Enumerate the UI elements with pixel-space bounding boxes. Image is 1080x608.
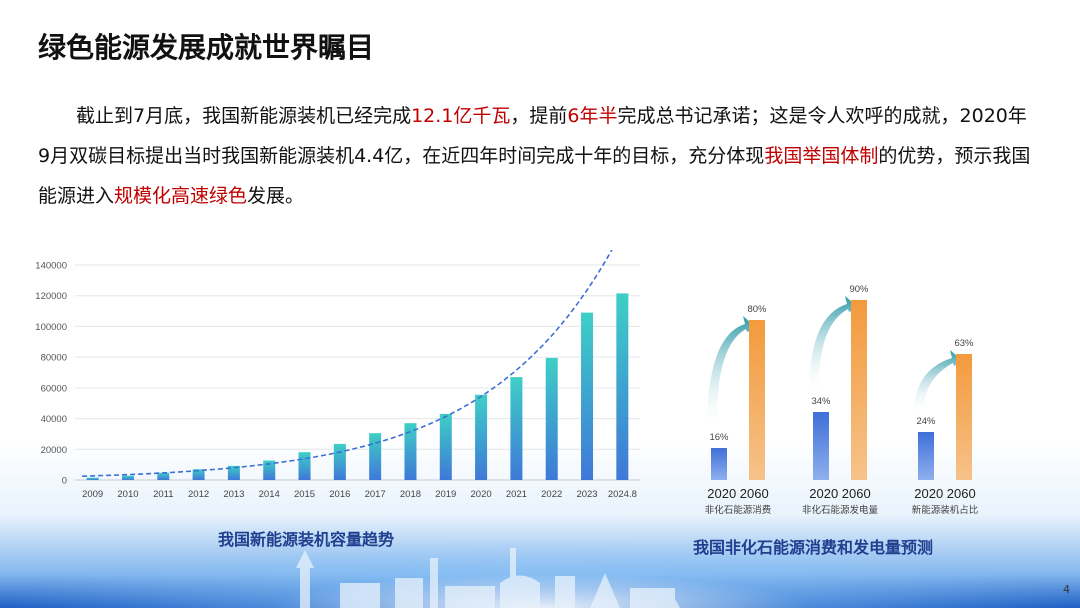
paragraph-text-4: 的优势，预示我国能源进入	[38, 145, 1031, 207]
x-tick-label: 2011	[153, 489, 173, 500]
y-tick-label: 20000	[41, 445, 67, 456]
y-tick-label: 0	[62, 476, 67, 487]
bar-2012	[192, 469, 205, 480]
year-labels: 2020 2060	[809, 486, 870, 501]
bar-2014	[263, 460, 276, 480]
year-labels: 2020 2060	[707, 486, 768, 501]
y-tick-label: 80000	[41, 353, 67, 364]
bar-2020	[475, 394, 488, 480]
forecast-chart-caption: 我国非化石能源消费和发电量预测	[693, 538, 934, 557]
bar-2015	[298, 452, 311, 480]
bar-2018	[404, 423, 417, 480]
x-tick-label: 2019	[435, 489, 456, 500]
bar-2020	[711, 448, 727, 480]
x-tick-label: 2015	[294, 489, 315, 500]
page-number: 4	[1063, 583, 1070, 596]
year-labels: 2020 2060	[914, 486, 975, 501]
value-label: 16%	[709, 432, 729, 443]
paragraph-text-3: 完成总书记承诺；这是令人欢呼的成就，2020年9月双碳目标提出当时我国新能源装机…	[38, 105, 1027, 167]
value-label: 80%	[747, 304, 767, 315]
value-label: 24%	[916, 416, 936, 427]
x-tick-label: 2013	[223, 489, 244, 500]
x-tick-label: 2022	[541, 489, 562, 500]
x-tick-label: 2009	[82, 489, 103, 500]
paragraph-text-5: 发展。	[247, 185, 305, 207]
highlight-capacity: 12.1亿千瓦	[411, 105, 511, 127]
bar-2022	[545, 357, 558, 480]
bar-2060	[749, 320, 765, 480]
bar-2020	[813, 412, 829, 480]
x-tick-label: 2014	[259, 489, 280, 500]
y-tick-label: 60000	[41, 383, 67, 394]
trendline	[82, 250, 613, 477]
capacity-chart-caption: 我国新能源装机容量趋势	[218, 530, 395, 549]
bar-2011	[157, 472, 170, 480]
bar-2060	[956, 354, 972, 480]
group-label: 新能源装机占比	[912, 504, 979, 516]
y-tick-label: 120000	[35, 291, 67, 302]
page-title: 绿色能源发展成就世界瞩目	[38, 31, 375, 64]
intro-paragraph: 截止到7月底，我国新能源装机已经完成12.1亿千瓦，提前6年半完成总书记承诺；这…	[38, 96, 1038, 216]
x-tick-label: 2024.8	[608, 489, 637, 500]
value-label: 34%	[811, 396, 831, 407]
group-label: 非化石能源消费	[705, 504, 772, 516]
x-tick-label: 2023	[576, 489, 597, 500]
bar-2021	[510, 377, 523, 480]
x-tick-label: 2017	[365, 489, 386, 500]
y-tick-label: 140000	[35, 261, 67, 272]
capacity-trend-chart: 0 20000 40000 60000 80000 100000 120000 140000 2…	[35, 250, 640, 500]
forecast-chart: 16% 80% 2020 2060 非化石能源消费 34% 90% 2020 2060 非化石…	[705, 284, 979, 516]
bar-2010	[121, 475, 134, 480]
highlight-system: 我国举国体制	[764, 145, 879, 167]
bar-2019	[439, 413, 452, 480]
y-tick-label: 40000	[41, 414, 67, 425]
x-tick-label: 2021	[506, 489, 527, 500]
group-label: 非化石能源发电量	[802, 504, 879, 516]
x-tick-label: 2012	[188, 489, 209, 500]
bar-2017	[369, 433, 382, 480]
x-tick-label: 2016	[329, 489, 350, 500]
paragraph-text-2: ，提前	[510, 105, 568, 127]
x-tick-label: 2010	[117, 489, 138, 500]
paragraph-text-1: 截止到7月底，我国新能源装机已经完成	[76, 105, 412, 127]
bar-2020	[918, 432, 934, 480]
bar-2009	[86, 477, 99, 480]
highlight-years-ahead: 6年半	[567, 105, 618, 127]
bar-2023	[581, 312, 594, 480]
value-label: 90%	[849, 284, 869, 295]
city-skyline-graphic	[296, 548, 680, 608]
growth-arrow	[914, 350, 964, 414]
highlight-development: 规模化高速绿色	[114, 185, 248, 207]
bar-2024.8	[616, 293, 629, 480]
bar-2060	[851, 300, 867, 480]
value-label: 63%	[954, 338, 974, 349]
bar-2016	[333, 443, 346, 480]
x-tick-label: 2020	[471, 489, 492, 500]
bar-2013	[227, 465, 240, 480]
y-tick-label: 100000	[35, 322, 67, 333]
x-tick-label: 2018	[400, 489, 421, 500]
